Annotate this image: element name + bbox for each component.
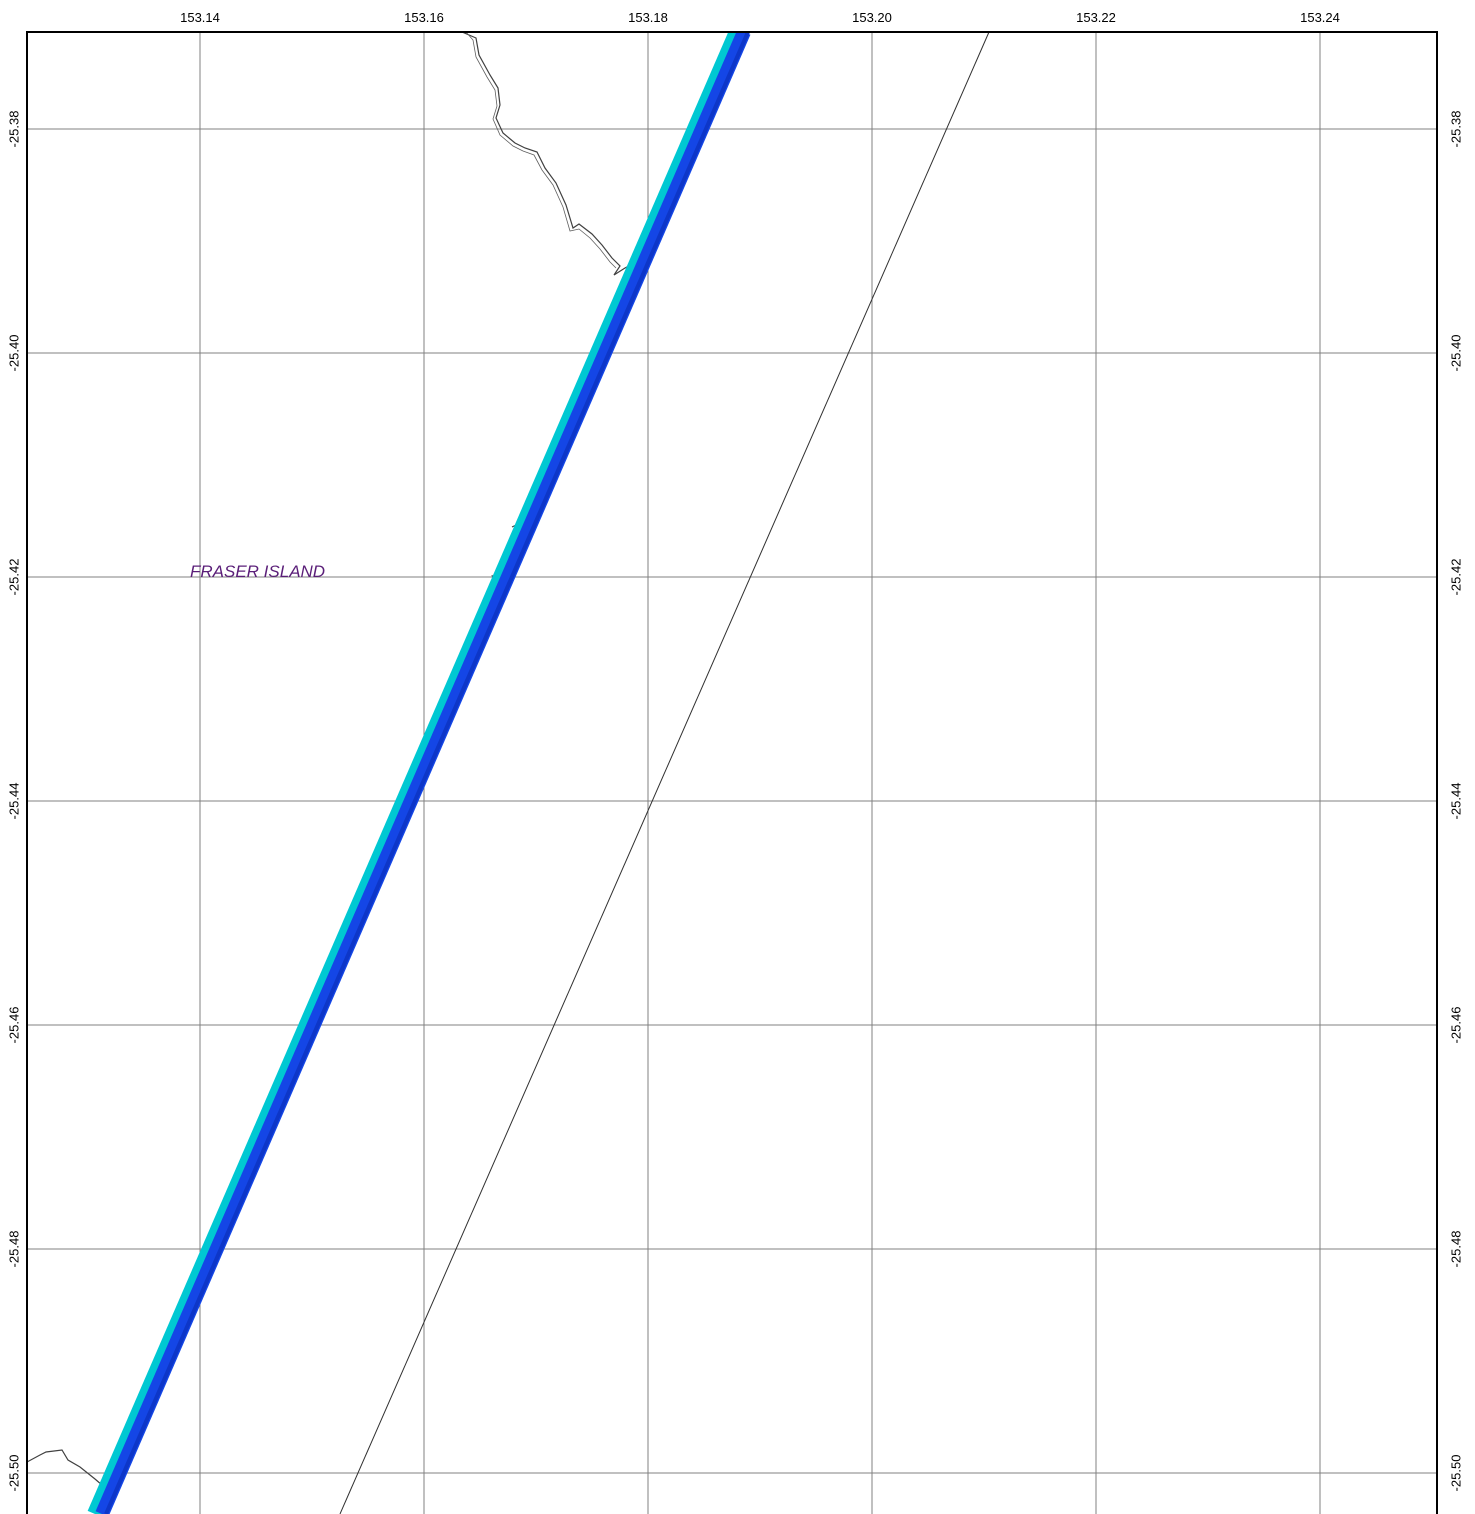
latitude-tick-label-right: -25.42 [1448, 559, 1463, 596]
coastline-southwest [27, 1449, 103, 1486]
latitude-tick-label-left: -25.38 [6, 111, 21, 148]
latitude-tick-label-right: -25.38 [1448, 111, 1463, 148]
latitude-tick-label-right: -25.44 [1448, 783, 1463, 820]
latitude-tick-label-right: -25.48 [1448, 1231, 1463, 1268]
latitude-tick-label-right: -25.40 [1448, 335, 1463, 372]
survey-swath-shade [104, 32, 750, 1514]
longitude-labels: 153.14 153.16 153.18 153.20 153.22 153.24 [180, 10, 1340, 25]
latitude-tick-label-left: -25.44 [6, 783, 21, 820]
latitude-tick-label-right: -25.50 [1448, 1455, 1463, 1492]
longitude-tick-label: 153.16 [404, 10, 444, 25]
coastline-north [461, 32, 644, 276]
latitude-tick-label-left: -25.46 [6, 1007, 21, 1044]
track-line [339, 32, 990, 1514]
longitude-tick-label: 153.14 [180, 10, 220, 25]
latitude-tick-label-left: -25.48 [6, 1231, 21, 1268]
longitude-tick-label: 153.18 [628, 10, 668, 25]
longitude-tick-label: 153.20 [852, 10, 892, 25]
map-frame [26, 31, 1438, 1514]
latitude-tick-label-left: -25.50 [6, 1455, 21, 1492]
latitude-tick-label-left: -25.42 [6, 559, 21, 596]
latitude-tick-label-right: -25.46 [1448, 1007, 1463, 1044]
longitude-tick-label: 153.22 [1076, 10, 1116, 25]
coastline-north-inner [465, 32, 617, 269]
longitude-tick-label: 153.24 [1300, 10, 1340, 25]
survey-swath [95, 32, 751, 1514]
latitude-labels: -25.38 -25.38 -25.40 -25.40 -25.42 -25.42 -25.… [6, 111, 1463, 1492]
place-label: FRASER ISLAND [190, 562, 325, 581]
latitude-tick-label-left: -25.40 [6, 335, 21, 372]
map-grid [27, 32, 1437, 1514]
